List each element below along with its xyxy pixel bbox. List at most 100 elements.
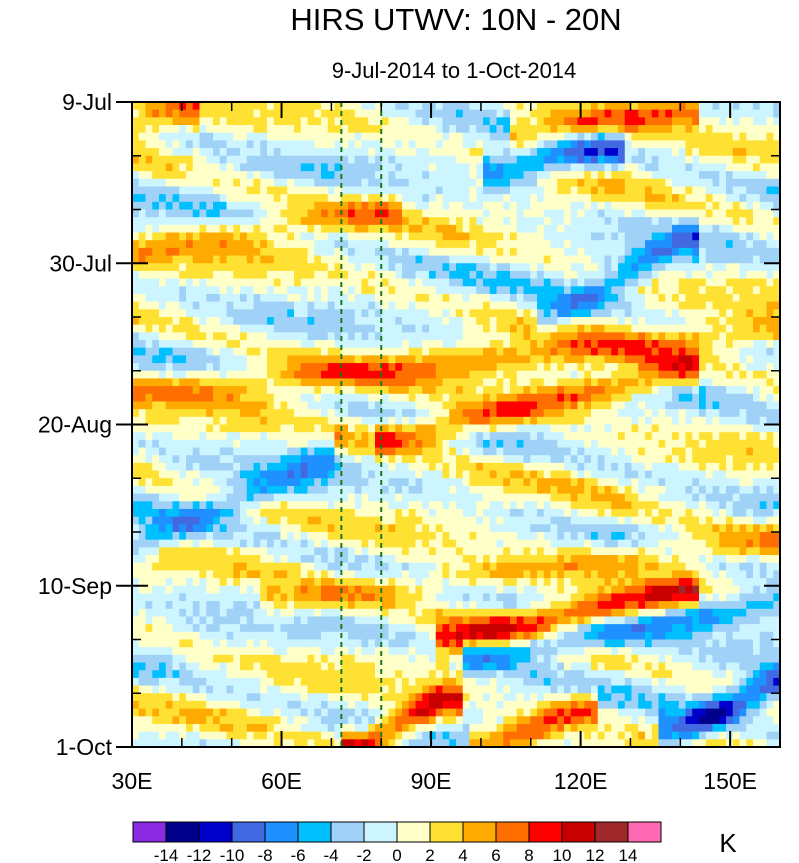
heatmap-cell [577,278,585,287]
heatmap-cell [705,286,714,295]
heatmap-cell [402,424,410,433]
heatmap-cell [678,270,687,280]
heatmap-cell [442,286,450,295]
heatmap-cell [469,363,477,372]
heatmap-cell [530,232,538,241]
heatmap-cell [300,485,309,495]
heatmap-cell [550,125,558,134]
heatmap-cell [746,462,754,472]
heatmap-cell [672,455,680,464]
heatmap-cell [253,317,261,326]
heatmap-cell [314,462,322,472]
heatmap-cell [402,155,410,165]
heatmap-cell [165,332,174,341]
heatmap-cell [354,370,363,380]
heatmap-cell [213,340,221,349]
heatmap-cell [489,209,498,218]
heatmap-cell [138,194,147,203]
heatmap-cell [611,416,619,426]
heatmap-cell [469,332,477,341]
heatmap-cell [712,309,720,318]
heatmap-cell [712,240,720,249]
heatmap-cell [456,232,464,241]
heatmap-cell [273,102,282,111]
heatmap-cell [132,117,140,126]
heatmap-cell [759,301,768,310]
heatmap-cell [564,209,572,218]
heatmap-cell [165,409,174,418]
heatmap-cell [611,370,619,380]
heatmap-cell [213,232,221,241]
heatmap-cell [496,125,504,134]
heatmap-cell [179,117,187,126]
heatmap-cell [280,255,288,264]
heatmap-cell [530,293,538,303]
heatmap-cell [705,386,714,395]
heatmap-cell [246,424,255,433]
heatmap-cell [314,309,322,318]
heatmap-cell [381,439,390,449]
heatmap-cell [550,270,558,280]
heatmap-cell [678,424,687,433]
heatmap-cell [489,493,498,502]
heatmap-field [132,102,780,747]
heatmap-cell [510,478,518,487]
heatmap-cell [631,370,639,380]
heatmap-cell [341,178,349,188]
heatmap-cell [395,309,403,318]
heatmap-cell [766,455,774,464]
heatmap-cell [267,263,275,272]
heatmap-cell [138,317,147,326]
heatmap-cell [375,224,383,234]
heatmap-cell [145,416,153,426]
heatmap-cell [719,485,727,495]
heatmap-cell [732,455,741,464]
heatmap-cell [179,378,187,387]
heatmap-cell [476,301,484,310]
heatmap-cell [294,301,302,310]
heatmap-cell [395,224,403,234]
heatmap-cell [469,117,477,126]
heatmap-cell [172,109,180,118]
heatmap-cell [165,109,174,118]
heatmap-cell [678,455,687,464]
heatmap-cell [658,355,666,364]
heatmap-cell [267,117,275,126]
heatmap-cell [375,132,383,141]
heatmap-cell [456,132,464,141]
heatmap-cell [348,493,356,502]
heatmap-cell [672,125,680,134]
heatmap-cell [489,416,498,426]
heatmap-cell [368,217,376,226]
heatmap-cell [678,186,687,195]
heatmap-cell [361,455,369,464]
heatmap-cell [152,501,160,510]
heatmap-cell [300,155,309,165]
heatmap-cell [685,270,693,280]
heatmap-cell [618,155,626,165]
heatmap-cell [692,355,700,364]
heatmap-cell [577,117,585,126]
heatmap-cell [456,117,464,126]
heatmap-cell [287,439,295,449]
heatmap-cell [192,470,201,479]
heatmap-cell [692,409,700,418]
heatmap-cell [692,132,700,141]
heatmap-cell [138,186,147,195]
heatmap-cell [361,386,369,395]
heatmap-cell [246,102,255,111]
heatmap-cell [483,439,491,449]
heatmap-cell [462,324,471,333]
heatmap-cell [719,386,727,395]
heatmap-cell [739,247,747,257]
heatmap-cell [152,117,160,126]
heatmap-cell [368,309,376,318]
heatmap-cell [651,132,660,141]
heatmap-cell [267,201,275,211]
heatmap-cell [746,317,754,326]
heatmap-cell [618,478,626,487]
heatmap-cell [726,470,734,479]
heatmap-cell [645,217,653,226]
heatmap-cell [334,102,342,111]
heatmap-cell [449,293,457,303]
